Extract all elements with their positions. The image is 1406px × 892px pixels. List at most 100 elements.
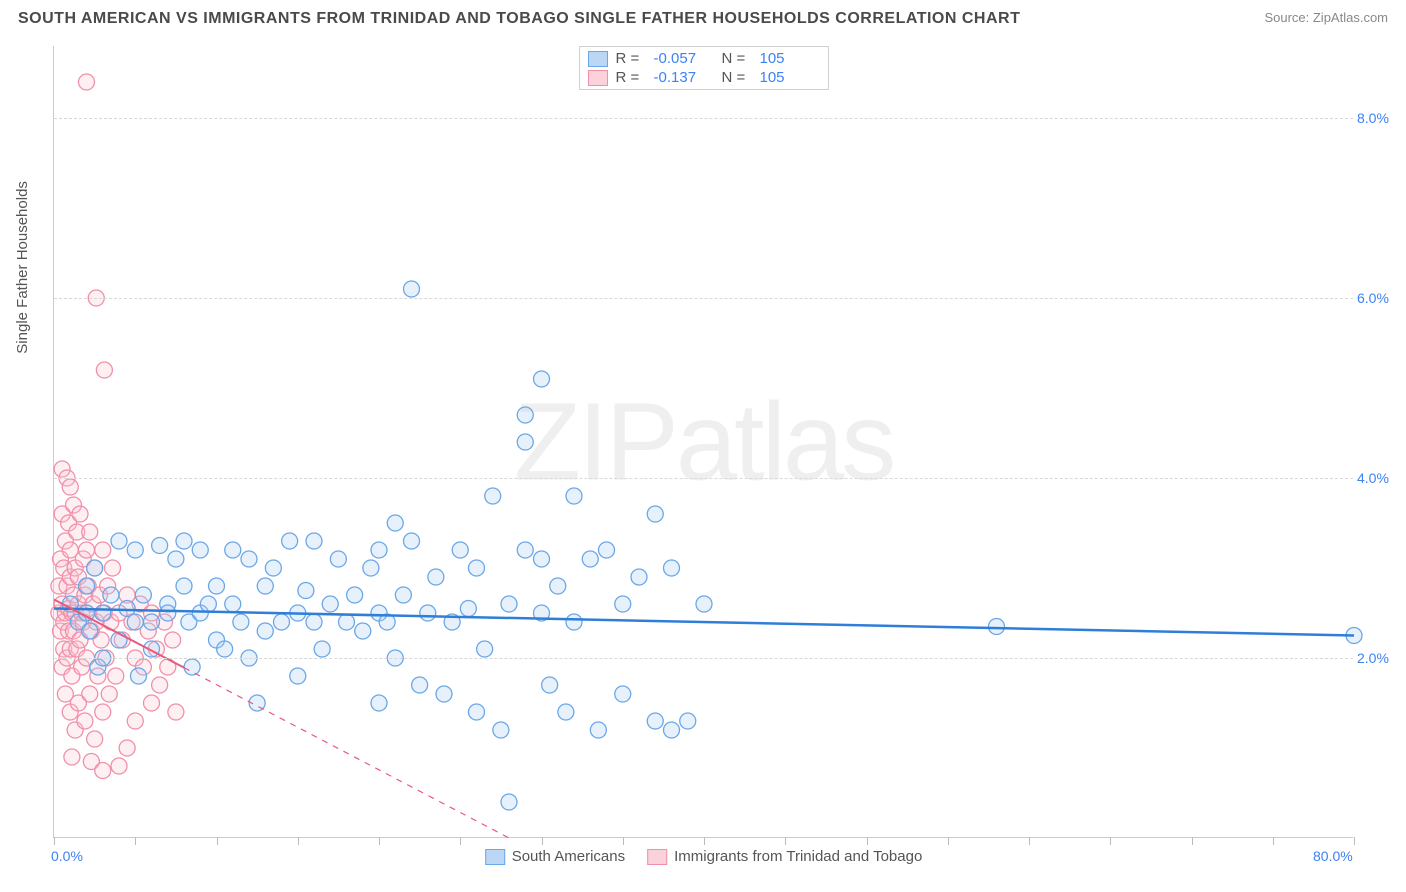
data-point-sa [436, 686, 452, 702]
data-point-tt [79, 542, 95, 558]
data-point-sa [517, 542, 533, 558]
data-point-sa [696, 596, 712, 612]
x-tick [1192, 837, 1193, 845]
x-tick [1029, 837, 1030, 845]
data-point-sa [257, 578, 273, 594]
data-point-sa [371, 542, 387, 558]
n-label: N = [722, 69, 752, 86]
data-point-tt [168, 704, 184, 720]
data-point-sa [131, 668, 147, 684]
data-point-sa [460, 601, 476, 617]
trendline-dash-tt [184, 668, 509, 838]
data-point-sa [322, 596, 338, 612]
data-point-tt [82, 524, 98, 540]
x-tick [704, 837, 705, 845]
data-point-sa [534, 551, 550, 567]
x-tick [948, 837, 949, 845]
data-point-sa [501, 794, 517, 810]
data-point-sa [355, 623, 371, 639]
y-axis-title: Single Father Households [14, 181, 31, 354]
scatter-svg [54, 46, 1353, 837]
chart-plot-area: ZIPatlas R = -0.057 N = 105 R = -0.137 N… [53, 46, 1353, 838]
x-tick [54, 837, 55, 845]
data-point-sa [542, 677, 558, 693]
x-tick [379, 837, 380, 845]
gridline-h [54, 298, 1353, 299]
data-point-tt [87, 731, 103, 747]
data-point-sa [282, 533, 298, 549]
data-point-sa [469, 704, 485, 720]
x-tick [623, 837, 624, 845]
data-point-tt [152, 677, 168, 693]
data-point-sa [517, 434, 533, 450]
data-point-sa [127, 542, 143, 558]
data-point-sa [477, 641, 493, 657]
n-label: N = [722, 50, 752, 67]
data-point-sa [590, 722, 606, 738]
data-point-sa [241, 551, 257, 567]
data-point-sa [371, 695, 387, 711]
data-point-tt [127, 713, 143, 729]
data-point-sa [274, 614, 290, 630]
data-point-sa [87, 560, 103, 576]
data-point-sa [599, 542, 615, 558]
x-tick [135, 837, 136, 845]
chart-title: SOUTH AMERICAN VS IMMIGRANTS FROM TRINID… [18, 10, 1020, 28]
data-point-tt [95, 542, 111, 558]
data-point-sa [217, 641, 233, 657]
gridline-h [54, 118, 1353, 119]
data-point-sa [631, 569, 647, 585]
data-point-tt [95, 763, 111, 779]
data-point-sa [363, 560, 379, 576]
data-point-sa [233, 614, 249, 630]
data-point-sa [209, 578, 225, 594]
correlation-legend: R = -0.057 N = 105 R = -0.137 N = 105 [579, 46, 829, 90]
data-point-sa [387, 515, 403, 531]
gridline-h [54, 478, 1353, 479]
data-point-sa [615, 686, 631, 702]
source-attribution: Source: ZipAtlas.com [1264, 10, 1388, 25]
legend-row-sa: R = -0.057 N = 105 [588, 49, 820, 68]
data-point-sa [95, 605, 111, 621]
data-point-sa [501, 596, 517, 612]
data-point-sa [558, 704, 574, 720]
data-point-sa [566, 488, 582, 504]
y-tick-label: 2.0% [1357, 650, 1399, 666]
x-tick [785, 837, 786, 845]
data-point-sa [582, 551, 598, 567]
y-tick-label: 6.0% [1357, 290, 1399, 306]
x-tick [867, 837, 868, 845]
data-point-sa [517, 407, 533, 423]
data-point-sa [225, 596, 241, 612]
data-point-sa [534, 371, 550, 387]
data-point-sa [493, 722, 509, 738]
data-point-sa [330, 551, 346, 567]
data-point-sa [339, 614, 355, 630]
data-point-sa [395, 587, 411, 603]
data-point-tt [119, 740, 135, 756]
data-point-sa [184, 659, 200, 675]
data-point-sa [550, 578, 566, 594]
data-point-sa [469, 560, 485, 576]
legend-row-tt: R = -0.137 N = 105 [588, 68, 820, 87]
data-point-sa [265, 560, 281, 576]
data-point-sa [168, 551, 184, 567]
data-point-sa [664, 560, 680, 576]
y-tick-label: 4.0% [1357, 470, 1399, 486]
x-tick [217, 837, 218, 845]
data-point-tt [95, 704, 111, 720]
x-tick [298, 837, 299, 845]
data-point-sa [200, 596, 216, 612]
x-tick [1273, 837, 1274, 845]
data-point-sa [160, 605, 176, 621]
data-point-sa [144, 614, 160, 630]
data-point-tt [108, 668, 124, 684]
data-point-tt [62, 479, 78, 495]
x-tick [460, 837, 461, 845]
data-point-tt [165, 632, 181, 648]
n-value-sa: 105 [760, 50, 820, 67]
n-value-tt: 105 [760, 69, 820, 86]
data-point-tt [64, 749, 80, 765]
r-label: R = [616, 50, 646, 67]
data-point-sa [79, 578, 95, 594]
